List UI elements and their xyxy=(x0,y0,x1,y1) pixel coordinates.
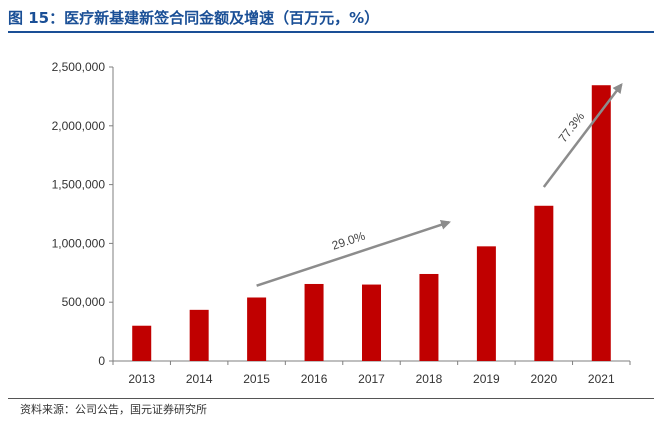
chart-axes: 0 500,000 1,000,000 1,500,000 2,000,000 2,500… xyxy=(52,60,631,386)
source-note: 资料来源：公司公告，国元证券研究所 xyxy=(20,403,207,416)
x-tick-label: 2019 xyxy=(473,372,500,386)
x-tick-label: 2016 xyxy=(301,372,328,386)
growth-arrow xyxy=(256,219,451,287)
bar-2018 xyxy=(419,273,439,361)
x-tick-label: 2013 xyxy=(128,372,155,386)
x-tick-label: 2014 xyxy=(186,372,213,386)
y-tick-label: 0 xyxy=(98,354,105,368)
figure-title: 图 15：医疗新基建新签合同金额及增速（百万元，%） xyxy=(8,9,380,27)
title-divider xyxy=(8,31,654,33)
growth-rate-label: 29.0% xyxy=(330,229,367,253)
x-tick-label: 2021 xyxy=(588,372,615,386)
y-tick-label: 1,500,000 xyxy=(52,178,106,192)
x-tick-label: 2020 xyxy=(530,372,557,386)
bar-2017 xyxy=(362,284,381,361)
bar-2015 xyxy=(247,297,267,361)
y-tick-label: 2,500,000 xyxy=(52,60,106,74)
x-tick-label: 2015 xyxy=(243,372,270,386)
bar-2020 xyxy=(534,205,554,361)
y-tick-label: 2,000,000 xyxy=(52,119,106,133)
growth-arrow xyxy=(542,83,623,188)
chart-bars xyxy=(132,85,611,361)
bar-2014 xyxy=(189,309,209,361)
source-divider xyxy=(8,398,654,399)
bar-2013 xyxy=(132,325,152,361)
bar-2019 xyxy=(476,246,496,361)
y-tick-label: 1,000,000 xyxy=(52,236,106,250)
growth-rate-label: 77.3% xyxy=(556,109,588,145)
bar-2021 xyxy=(591,85,611,361)
bar-2016 xyxy=(304,283,324,361)
y-tick-label: 500,000 xyxy=(62,295,106,309)
chart-annotations: 29.0% 77.3% xyxy=(256,83,623,287)
x-tick-label: 2018 xyxy=(416,372,443,386)
x-tick-label: 2017 xyxy=(358,372,385,386)
